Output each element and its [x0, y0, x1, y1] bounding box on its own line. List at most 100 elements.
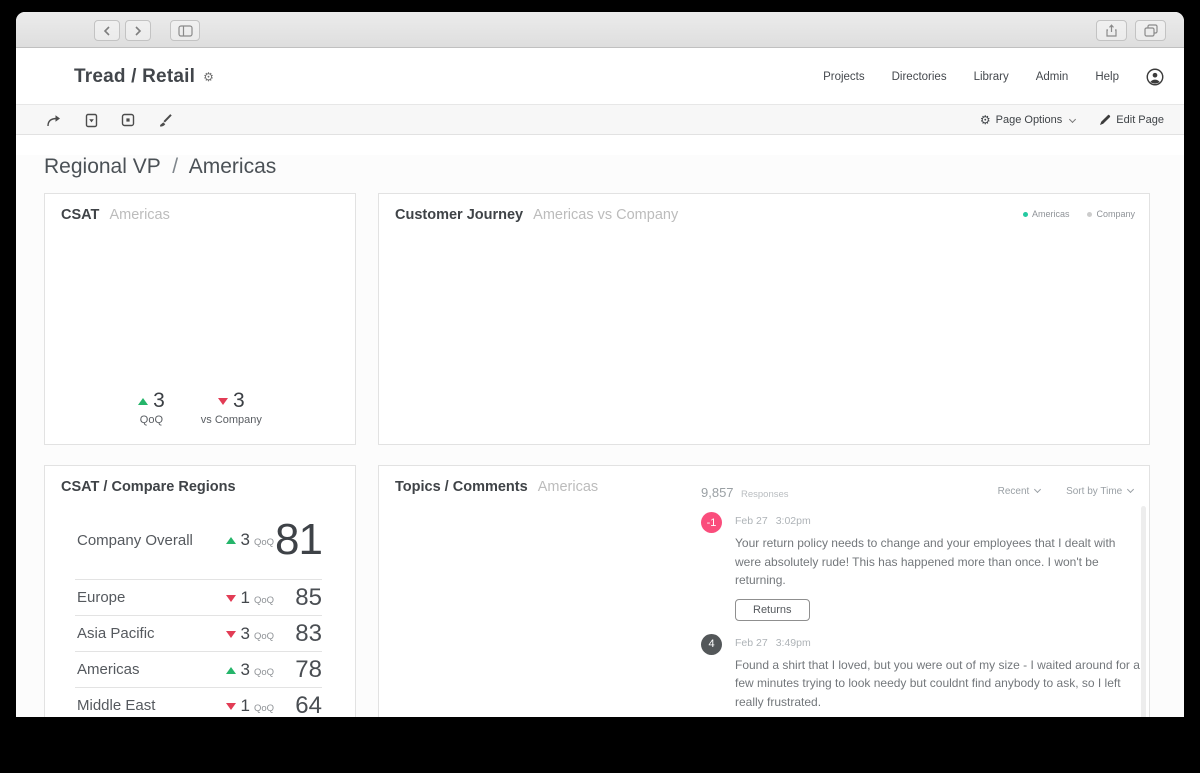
forward-button[interactable]	[125, 20, 151, 41]
brush-icon	[160, 113, 172, 127]
nav-item-projects[interactable]: Projects	[823, 70, 865, 83]
trend-period: QoQ	[253, 594, 274, 606]
page-title-primary: Regional VP	[44, 155, 161, 178]
trend-delta: 3	[240, 530, 250, 549]
trend-up-icon	[138, 397, 149, 405]
delta-label: QoQ	[139, 414, 164, 426]
region-score: 85	[295, 583, 322, 611]
region-score: 78	[295, 655, 322, 683]
region-name: Americas	[77, 661, 140, 678]
topics-comments-card: Topics / Comments Americas 9,857 Respons…	[378, 465, 1150, 717]
pencil-icon	[1100, 114, 1111, 125]
zoom-window-button[interactable]	[70, 24, 82, 36]
region-score: 64	[295, 691, 322, 718]
nav-item-library[interactable]: Library	[973, 70, 1009, 83]
tabs-icon	[1143, 24, 1158, 37]
browser-window: Tread / Retail ⚙ Projects Directories Li…	[16, 12, 1184, 717]
journey-card-subtitle: Americas vs Company	[533, 207, 679, 223]
legend-dot-company	[1087, 211, 1093, 217]
topics-card-header: Topics / Comments Americas	[379, 466, 1149, 495]
sentiment-badge: 4	[701, 633, 722, 655]
comment-text: Your return policy needs to change and y…	[735, 536, 1116, 588]
csat-gauge-chart	[65, 223, 335, 389]
regions-card-header: CSAT / Compare Regions	[45, 466, 355, 495]
close-window-button[interactable]	[30, 24, 42, 36]
journey-card-title: Customer Journey	[395, 207, 524, 223]
recent-dropdown[interactable]: Recent	[998, 485, 1042, 497]
comment-item[interactable]: -1 Feb 27 3:02pm Your return policy needs…	[701, 512, 1115, 621]
responses-count: 9,857 Responses	[701, 484, 789, 502]
brand-title: Tread / Retail	[74, 65, 196, 87]
trend-down-icon	[226, 702, 237, 710]
export-document-button[interactable]	[85, 113, 98, 128]
document-icon	[85, 113, 98, 127]
brand[interactable]: Tread / Retail ⚙	[44, 48, 214, 105]
app-header: Tread / Retail ⚙ Projects Directories Li…	[16, 48, 1184, 105]
customer-journey-chart	[379, 227, 1149, 437]
customer-journey-card: Customer Journey Americas vs Company Ame…	[378, 193, 1150, 445]
page-content: Regional VP / Americas CSAT Americas 3	[16, 155, 1184, 717]
chevron-down-icon	[1126, 485, 1135, 494]
regions-row-americas[interactable]: Americas 3 QoQ 78	[75, 651, 322, 687]
trend-period: QoQ	[253, 630, 274, 642]
csat-card-subtitle: Americas	[109, 207, 170, 223]
regions-row-middle-east[interactable]: Middle East 1 QoQ 64	[75, 687, 322, 717]
csat-delta-vs-company: 3 vs Company	[201, 389, 262, 426]
topics-card-subtitle: Americas	[537, 479, 599, 495]
chevron-down-icon	[1034, 485, 1042, 494]
page-title-secondary: Americas	[188, 155, 277, 178]
region-name: Europe	[77, 589, 126, 606]
journey-legend: Americas Company	[1022, 209, 1135, 219]
sort-by-time-dropdown[interactable]: Sort by Time	[1066, 485, 1135, 497]
nav-item-admin[interactable]: Admin	[1035, 70, 1069, 83]
comment-text: Found a shirt that I loved, but you were…	[735, 657, 1140, 709]
trend-period: QoQ	[253, 666, 274, 678]
comment-date: Feb 27 3:02pm	[735, 515, 811, 527]
comment-tag-returns[interactable]: Returns	[735, 598, 810, 621]
trend-up-icon	[226, 537, 237, 544]
sidebar-toggle-button[interactable]	[170, 20, 200, 41]
region-name: Asia Pacific	[77, 625, 155, 642]
share-icon	[1106, 24, 1117, 37]
snapshot-button[interactable]	[121, 113, 135, 127]
trend-period: QoQ	[253, 702, 274, 714]
regions-row-europe[interactable]: Europe 1 QoQ 85	[75, 579, 322, 615]
csat-gauge-card: CSAT Americas 3 QoQ 3	[44, 193, 356, 445]
regions-row-asia-pacific[interactable]: Asia Pacific 3 QoQ 83	[75, 615, 322, 651]
comments-scrollbar[interactable]	[1141, 506, 1146, 717]
topic-bubbles-chart	[395, 504, 695, 717]
tabs-button[interactable]	[1135, 20, 1166, 41]
brand-gear-icon[interactable]: ⚙	[203, 69, 214, 84]
comment-date: Feb 27 3:49pm	[735, 636, 811, 649]
topics-card-title: Topics / Comments	[395, 479, 528, 495]
chevron-left-icon	[103, 25, 110, 36]
gear-icon: ⚙	[979, 113, 991, 127]
nav-item-help[interactable]: Help	[1095, 70, 1119, 83]
edit-page-button[interactable]: Edit Page	[1099, 114, 1164, 126]
delta-value: 3	[232, 389, 245, 412]
curved-arrow-icon	[47, 114, 60, 126]
legend-item-americas[interactable]: Americas	[1022, 209, 1070, 219]
responses-number: 9,857	[701, 485, 734, 500]
legend-label: Company	[1096, 209, 1135, 219]
nav-item-directories[interactable]: Directories	[891, 70, 947, 83]
regions-featured-row[interactable]: Company Overall 3 QoQ 81	[75, 495, 323, 579]
comment-item[interactable]: 4 Feb 27 3:49pm Found a shirt that I love…	[701, 633, 1140, 717]
region-name: Company Overall	[77, 531, 193, 549]
share-button[interactable]	[1096, 20, 1127, 41]
legend-item-company[interactable]: Company	[1087, 209, 1135, 219]
responses-label: Responses	[741, 489, 789, 500]
journey-card-header: Customer Journey Americas vs Company	[379, 194, 1149, 223]
back-button[interactable]	[94, 20, 120, 41]
sidebar-icon	[177, 24, 193, 37]
minimize-window-button[interactable]	[50, 24, 62, 36]
page-options-button[interactable]: ⚙ Page Options	[979, 113, 1077, 127]
share-page-button[interactable]	[46, 113, 62, 128]
user-avatar-icon[interactable]	[1146, 68, 1164, 86]
trend-down-icon	[217, 397, 228, 405]
region-trend: 3 QoQ	[226, 660, 274, 680]
brand-logo-icon	[44, 67, 64, 87]
style-brush-button[interactable]	[158, 113, 173, 128]
region-trend: 1 QoQ	[226, 696, 274, 716]
legend-label: Americas	[1031, 209, 1070, 219]
